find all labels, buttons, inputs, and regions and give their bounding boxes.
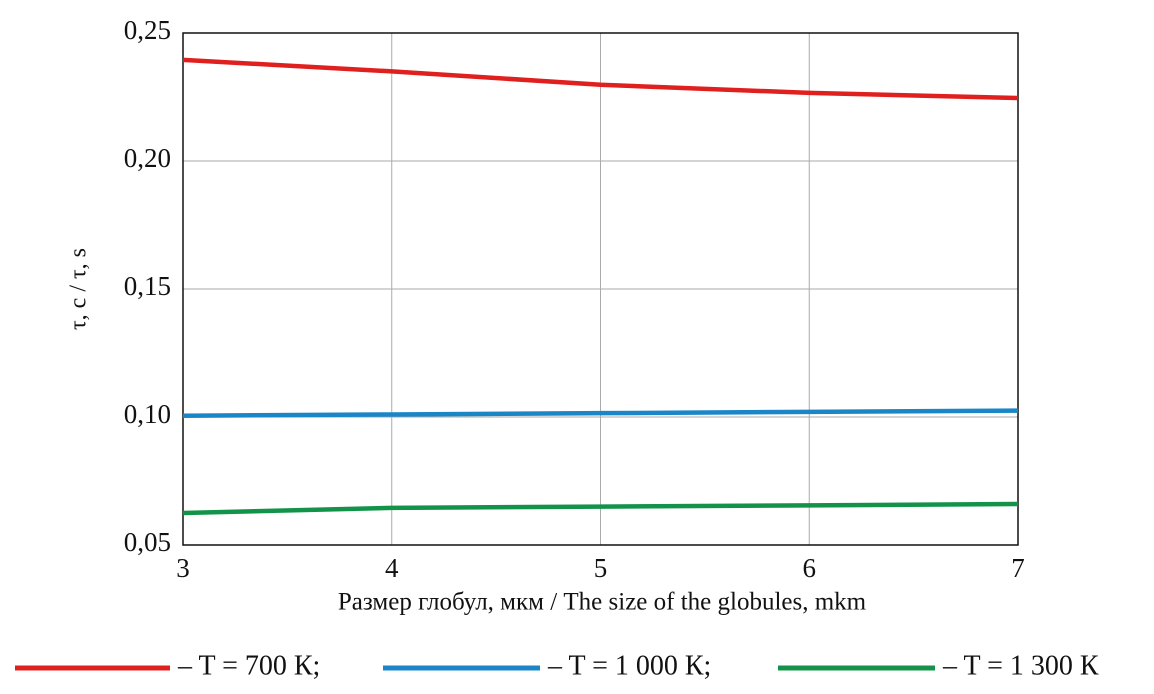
y-tick-label: 0,20 (124, 143, 171, 173)
y-tick-label: 0,05 (124, 527, 171, 557)
x-tick-label: 6 (803, 553, 817, 583)
series-line (182, 57, 1019, 101)
x-tick-label: 7 (1011, 553, 1025, 583)
x-tick-label: 4 (385, 553, 399, 583)
legend-label: – T = 700 К; (177, 650, 320, 681)
legend-label: – T = 1 000 К; (547, 650, 711, 681)
y-tick-label: 0,25 (124, 15, 171, 45)
plot-frame (182, 32, 1019, 546)
series-line (182, 408, 1019, 418)
y-tick-label: 0,10 (124, 399, 171, 429)
x-tick-label: 3 (176, 553, 190, 583)
series-line (182, 501, 1019, 516)
legend-label: – T = 1 300 К (942, 650, 1099, 681)
x-axis-label: Размер глобул, мкм / The size of the glo… (338, 589, 867, 616)
y-axis-label: τ, с / τ, s (66, 248, 92, 330)
x-tick-label: 5 (594, 553, 608, 583)
y-tick-label: 0,15 (124, 271, 171, 301)
